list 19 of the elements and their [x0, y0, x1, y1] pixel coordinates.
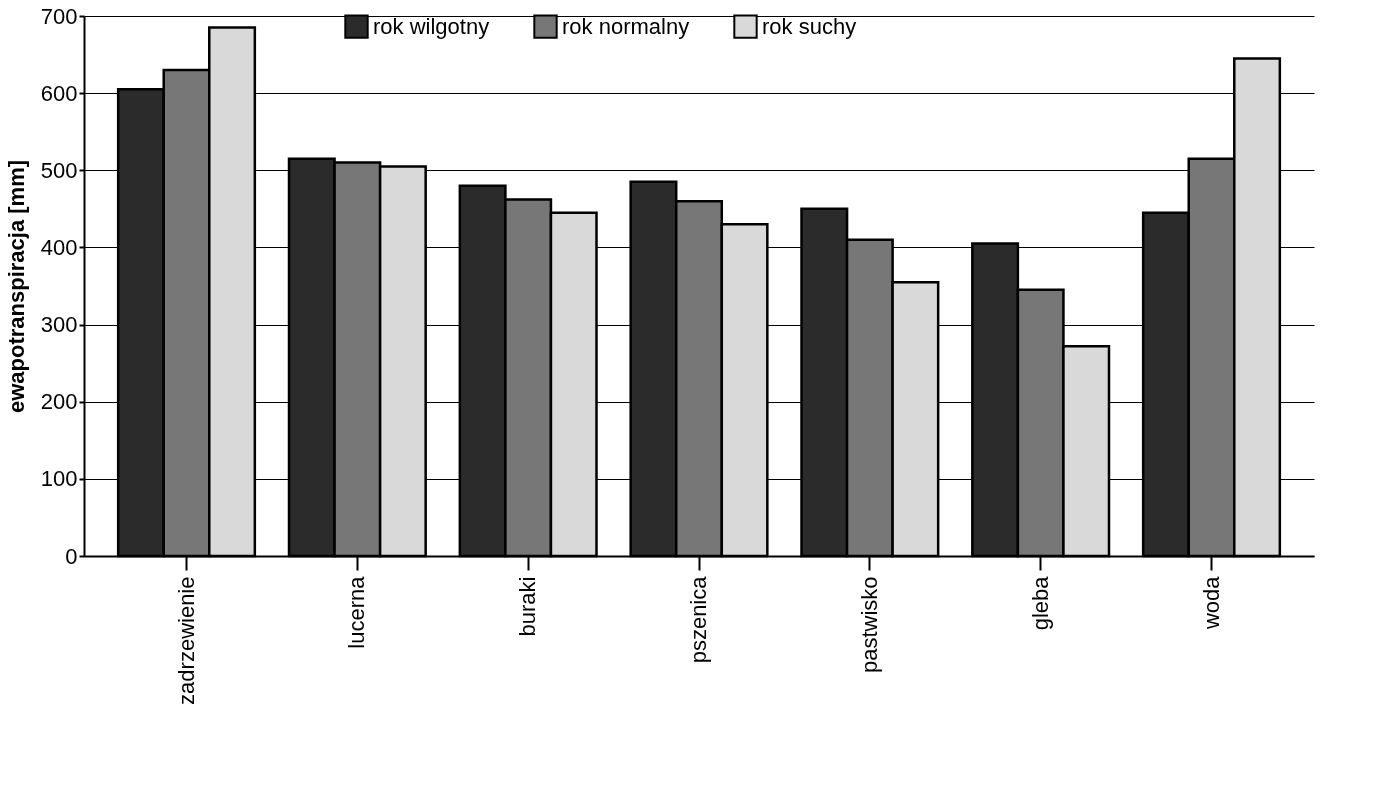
legend-label: rok wilgotny: [373, 13, 490, 39]
y-tick-label: 300: [40, 312, 78, 338]
y-tick-label: 200: [40, 389, 78, 415]
y-tick-label: 600: [40, 80, 78, 106]
x-tick-label: zadrzewienie: [173, 576, 199, 705]
y-tick-label: 100: [40, 466, 78, 492]
x-tick-label: buraki: [515, 576, 541, 637]
y-axis-title: ewapotranspiracja [mm]: [3, 159, 29, 414]
x-tick-label: lucerna: [344, 575, 370, 649]
y-tick-label: 700: [40, 3, 78, 29]
y-tick-label: 0: [65, 543, 78, 569]
x-tick-label: pastwisko: [856, 576, 882, 674]
legend-label: rok suchy: [762, 13, 857, 39]
y-tick-label: 500: [40, 157, 78, 183]
y-tick-label: 400: [40, 234, 78, 260]
x-tick-label: pszenica: [686, 575, 711, 664]
x-tick-label: gleba: [1027, 575, 1053, 631]
legend-label: rok normalny: [562, 13, 690, 39]
x-tick-label: woda: [1198, 575, 1224, 631]
